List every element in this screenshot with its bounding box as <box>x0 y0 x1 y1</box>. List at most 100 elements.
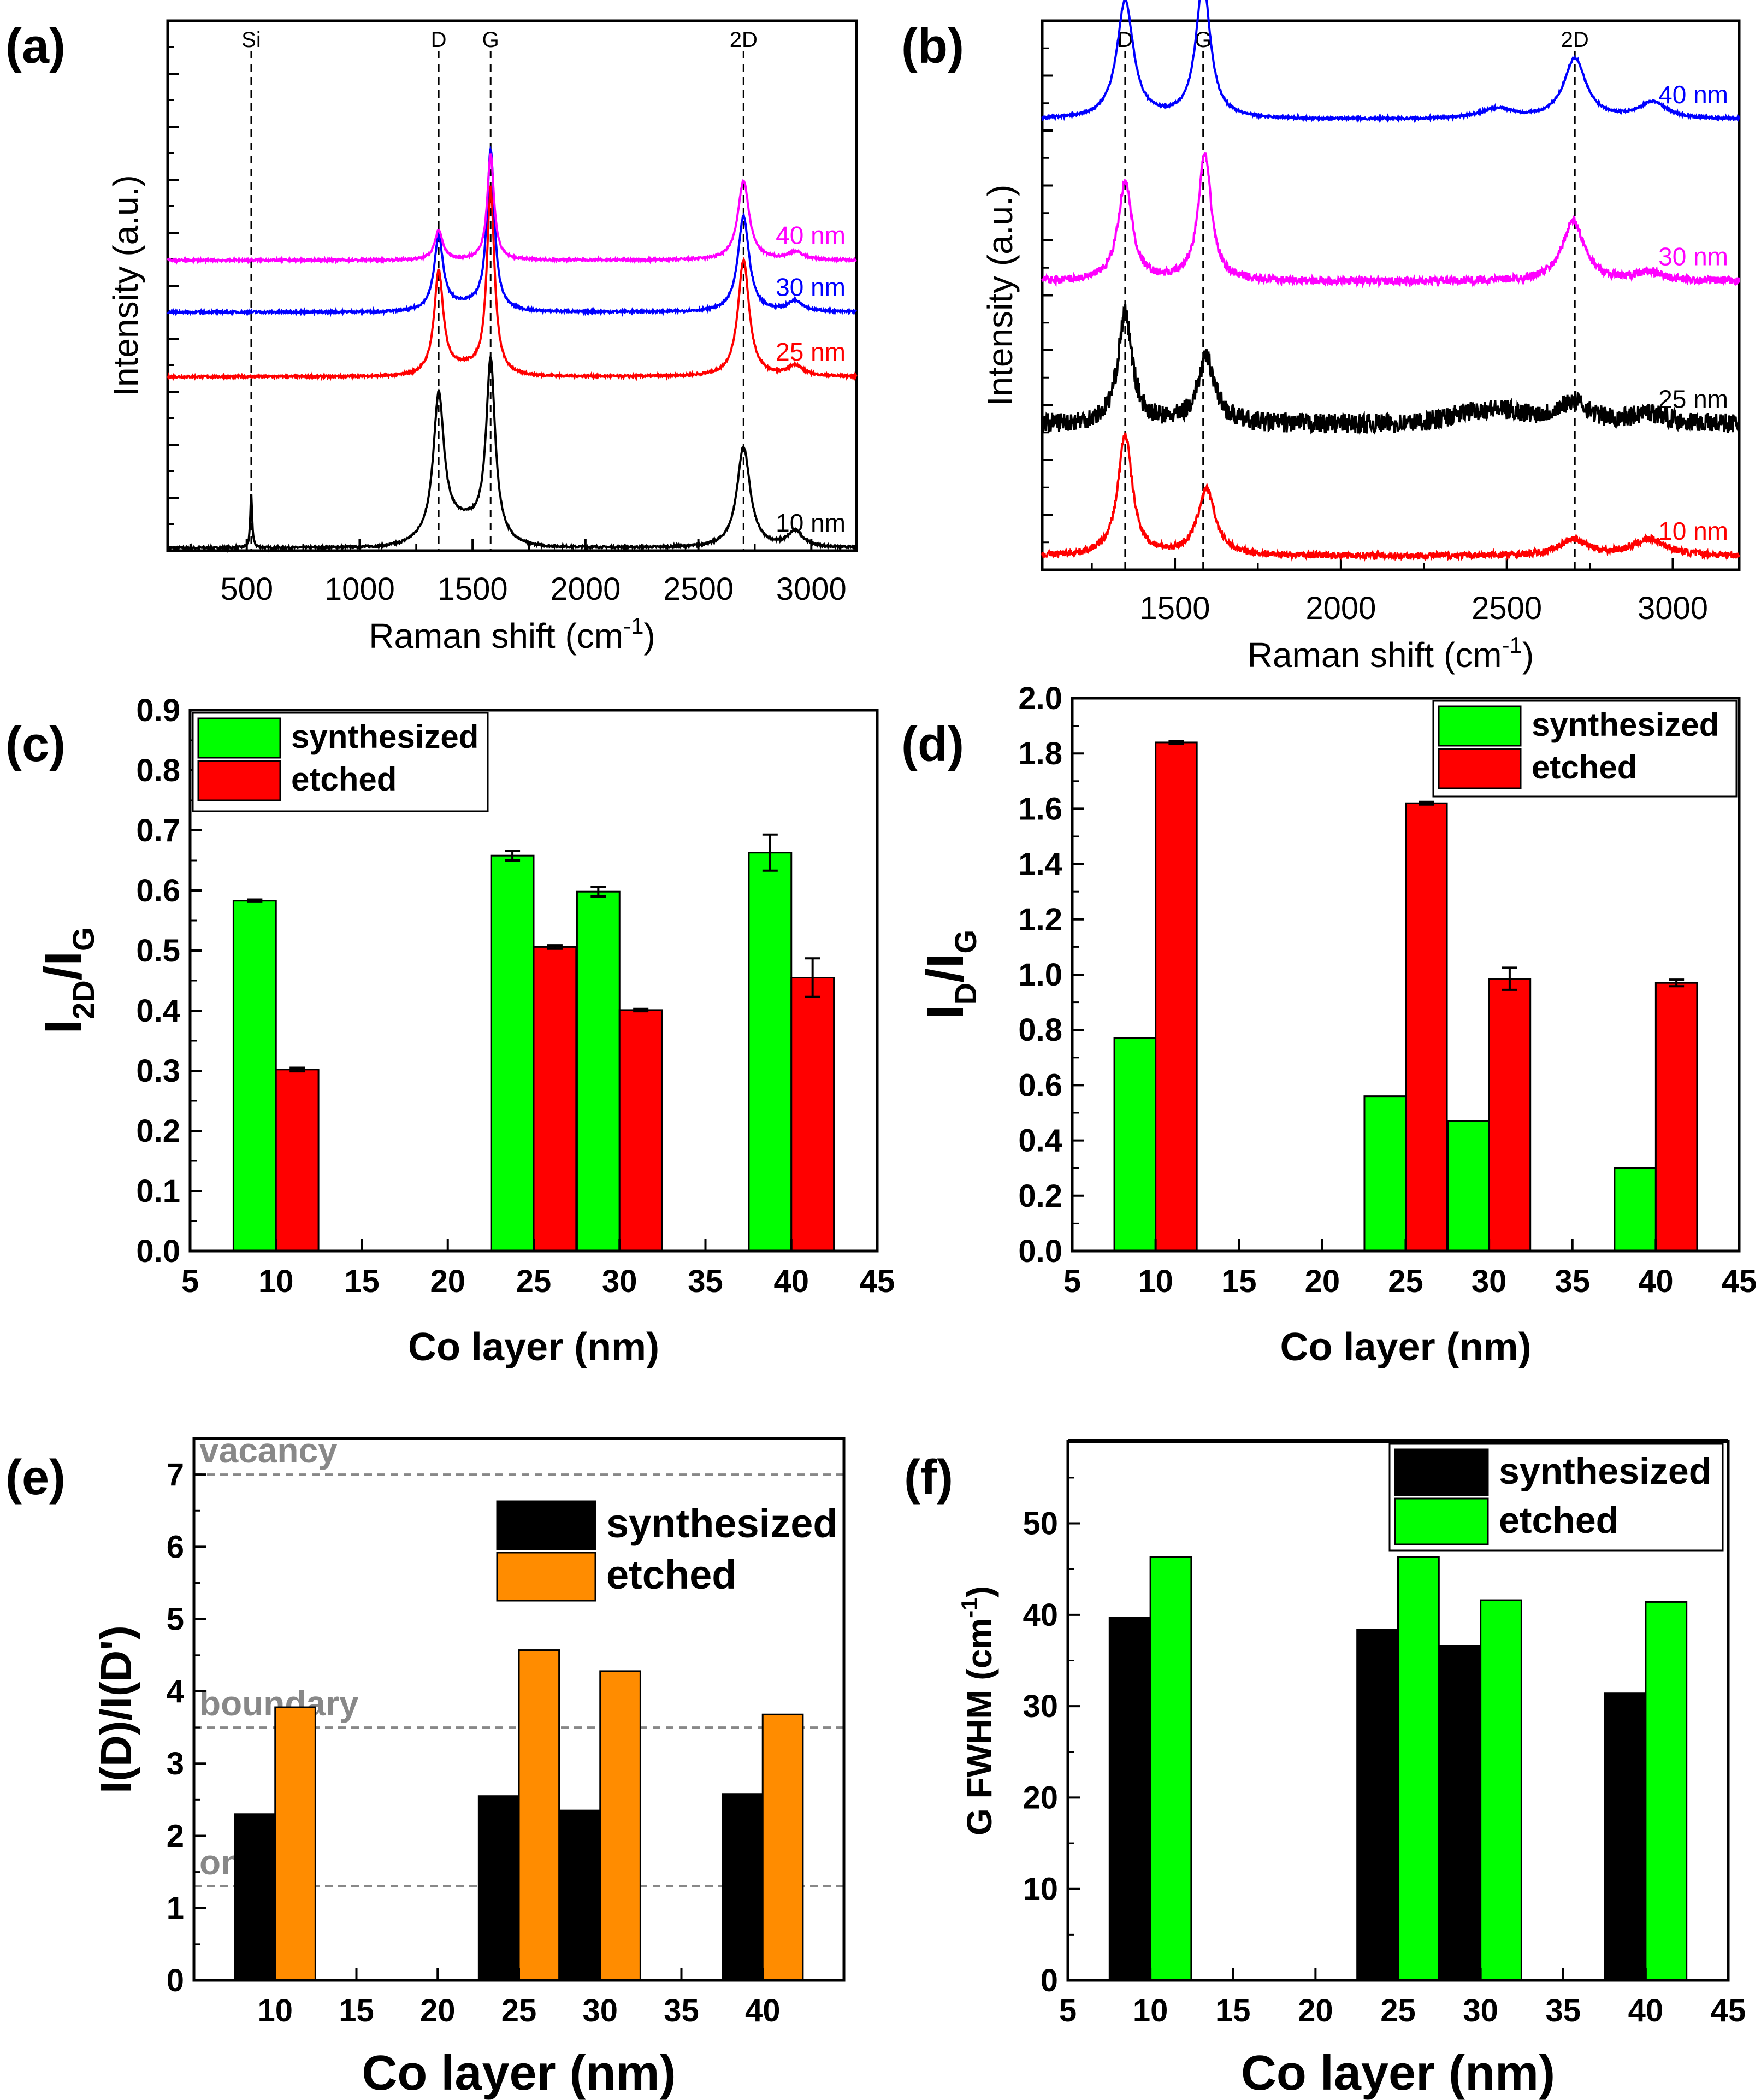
bar-etched-e <box>599 1670 641 1981</box>
y-tick-label-d: 0.2 <box>1018 1178 1062 1214</box>
x-tick-label-c: 35 <box>688 1264 723 1299</box>
bar-etched-f <box>1149 1556 1192 1981</box>
y-axis-label-sub-d: G <box>948 930 983 954</box>
y-tick-label-c: 0.9 <box>136 693 180 728</box>
x-tick-label-e: 10 <box>257 1993 293 2028</box>
bar-synthesized-e <box>722 1793 764 1981</box>
legend-label-synthesized-f: synthesized <box>1499 1450 1711 1492</box>
bar-etched-e <box>518 1649 560 1981</box>
panel-label-a: (a) <box>5 19 66 74</box>
y-axis-label-main-d: I <box>916 1005 974 1019</box>
x-tick-label-a: 500 <box>220 571 273 607</box>
y-tick-label-d: 1.0 <box>1018 957 1062 993</box>
x-axis-label-end-b: ) <box>1522 635 1534 675</box>
bar-etched-c <box>275 1069 320 1252</box>
x-tick-label-f: 20 <box>1298 1993 1333 2028</box>
legend-swatch-synthesized-f <box>1394 1448 1489 1496</box>
panel-label-e: (e) <box>5 1450 66 1505</box>
x-tick-label-f: 30 <box>1463 1993 1498 2028</box>
y-tick-label-e: 6 <box>167 1529 184 1565</box>
y-tick-label-c: 0.3 <box>136 1053 180 1089</box>
y-axis-label-mid-d: /I <box>916 954 974 983</box>
x-tick-label-f: 40 <box>1628 1993 1664 2028</box>
legend-swatch-etched-c <box>197 760 281 801</box>
spectrum-line-a <box>167 353 857 553</box>
x-tick-label-c: 15 <box>344 1264 380 1299</box>
plot-frame-b <box>1041 19 1741 571</box>
y-axis-label-sub-c: 2D <box>66 980 101 1019</box>
legend-label-synthesized-c: synthesized <box>291 718 478 755</box>
x-axis-label-e: Co layer (nm) <box>362 2046 676 2100</box>
y-tick-label-c: 0.1 <box>136 1173 180 1209</box>
y-tick-label-c: 0.4 <box>136 993 180 1029</box>
series-label-b: 40 nm <box>1658 80 1728 109</box>
x-tick-label-c: 45 <box>860 1264 895 1299</box>
x-tick-label-e: 35 <box>664 1993 699 2028</box>
legend-swatch-synthesized-e <box>496 1500 596 1550</box>
bar-synthesized-e <box>477 1795 520 1981</box>
y-tick-label-c: 0.8 <box>136 753 180 788</box>
legend-swatch-etched-f <box>1394 1497 1489 1545</box>
y-tick-label-e: 2 <box>167 1818 184 1854</box>
series-label-a: 25 nm <box>776 338 846 366</box>
y-axis-label-main-c: I <box>34 1019 92 1034</box>
bar-synthesized-f <box>1356 1629 1399 1981</box>
bar-synthesized-e <box>559 1809 601 1981</box>
x-tick-label-e: 25 <box>501 1993 537 2028</box>
y-axis-label-c: I2D/IG <box>34 927 101 1034</box>
series-label-b: 10 nm <box>1658 517 1728 545</box>
y-tick-label-d: 1.6 <box>1018 791 1062 827</box>
y-tick-label-c: 0.0 <box>136 1234 180 1269</box>
x-axis-label-d: Co layer (nm) <box>1280 1325 1531 1369</box>
y-tick-label-d: 0.8 <box>1018 1012 1062 1048</box>
y-tick-label-c: 0.7 <box>136 813 180 848</box>
bar-synthesized-c <box>232 900 277 1252</box>
y-tick-label-e: 3 <box>167 1746 184 1782</box>
legend-swatch-etched-d <box>1438 748 1522 789</box>
bar-etched-d <box>1654 982 1698 1252</box>
legend-label-etched-e: etched <box>606 1552 737 1597</box>
bar-synthesized-d <box>1447 1120 1490 1252</box>
x-tick-label-f: 25 <box>1380 1993 1416 2028</box>
x-tick-label-d: 5 <box>1063 1264 1081 1299</box>
y-tick-label-f: 50 <box>1023 1506 1058 1542</box>
y-tick-label-d: 0.6 <box>1018 1067 1062 1103</box>
plot-frame-a <box>166 19 858 552</box>
y-tick-label-e: 4 <box>167 1674 184 1709</box>
x-tick-label-d: 10 <box>1138 1264 1173 1299</box>
series-label-a: 10 nm <box>776 509 846 537</box>
y-tick-label-f: 20 <box>1023 1780 1058 1815</box>
bar-synthesized-f <box>1108 1617 1151 1981</box>
panel-label-d: (d) <box>901 717 964 772</box>
legend-label-synthesized-d: synthesized <box>1532 706 1719 743</box>
x-tick-label-c: 20 <box>430 1264 465 1299</box>
x-tick-label-d: 30 <box>1472 1264 1507 1299</box>
series-label-b: 30 nm <box>1658 242 1728 270</box>
bar-synthesized-c <box>576 890 621 1252</box>
x-tick-label-e: 20 <box>420 1993 456 2028</box>
y-tick-label-e: 5 <box>167 1602 184 1637</box>
bar-synthesized-d <box>1363 1095 1407 1252</box>
y-tick-label-c: 0.5 <box>136 933 180 969</box>
bar-etched-d <box>1405 802 1448 1252</box>
x-axis-label-f: Co layer (nm) <box>1241 2046 1555 2100</box>
x-tick-label-b: 2000 <box>1305 591 1376 626</box>
legend-swatch-etched-e <box>496 1552 596 1602</box>
y-tick-label-d: 1.2 <box>1018 902 1062 937</box>
bar-etched-d <box>1488 978 1532 1252</box>
x-axis-label-c: Co layer (nm) <box>408 1325 659 1369</box>
y-tick-label-d: 2.0 <box>1018 681 1062 716</box>
bar-etched-d <box>1155 741 1198 1252</box>
x-tick-label-f: 45 <box>1711 1993 1746 2028</box>
x-tick-label-f: 10 <box>1133 1993 1168 2028</box>
x-tick-label-c: 10 <box>258 1264 294 1299</box>
bar-etched-c <box>790 977 835 1252</box>
legend-swatch-synthesized-d <box>1438 705 1522 747</box>
x-tick-label-e: 30 <box>582 1993 618 2028</box>
peak-reference-label-a: G <box>482 28 499 52</box>
spectrum-line-b <box>1041 151 1740 289</box>
x-tick-label-d: 20 <box>1305 1264 1340 1299</box>
legend-label-etched-d: etched <box>1532 749 1637 786</box>
y-tick-label-f: 40 <box>1023 1597 1058 1633</box>
